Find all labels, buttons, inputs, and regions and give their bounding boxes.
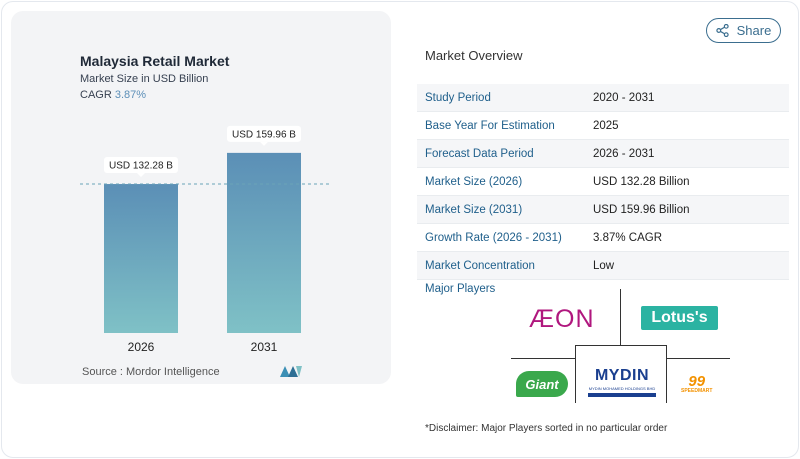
data-label-pointer bbox=[137, 173, 145, 178]
overview-row: Market Concentration Low bbox=[417, 252, 789, 280]
data-label-box bbox=[227, 125, 301, 142]
chart-source: Source : Mordor Intelligence bbox=[82, 366, 220, 378]
cagr-label: CAGR bbox=[80, 89, 112, 101]
overview-row-label: Market Concentration bbox=[425, 259, 535, 272]
overview-row-value: Low bbox=[593, 259, 615, 272]
99-speedmart-logo: 99 SPEEDMART bbox=[681, 373, 713, 394]
overview-row: Study Period 2020 - 2031 bbox=[417, 84, 789, 112]
overview-row: Base Year For Estimation 2025 bbox=[417, 112, 789, 140]
overview-row: Market Size (2026) USD 132.28 Billion bbox=[417, 168, 789, 196]
99-logo-text: 99 bbox=[688, 373, 706, 390]
overview-row-value: 3.87% CAGR bbox=[593, 231, 663, 244]
bar-2026 bbox=[104, 184, 178, 333]
overview-row-value: 2026 - 2031 bbox=[593, 147, 655, 160]
overview-row-value: 2020 - 2031 bbox=[593, 91, 655, 104]
bar-2031 bbox=[227, 152, 301, 333]
players-divider bbox=[575, 345, 576, 403]
mydin-logo-subtext: MYDIN MOHAMED HOLDINGS BHD bbox=[588, 386, 656, 391]
giant-logo-text: Giant bbox=[525, 376, 559, 392]
overview-row-value: USD 132.28 Billion bbox=[593, 175, 690, 188]
share-button[interactable]: Share bbox=[706, 18, 781, 43]
players-divider bbox=[511, 358, 575, 359]
overview-row-label: Market Size (2031) bbox=[425, 203, 523, 216]
aeon-logo: ÆON bbox=[529, 305, 595, 333]
overview-row: Forecast Data Period 2026 - 2031 bbox=[417, 140, 789, 168]
data-label-pointer bbox=[260, 141, 268, 146]
x-tick-label: 2026 bbox=[128, 340, 155, 354]
overview-row-label: Growth Rate (2026 - 2031) bbox=[425, 231, 562, 244]
players-divider bbox=[666, 345, 667, 403]
disclaimer: *Disclaimer: Major Players sorted in no … bbox=[425, 423, 668, 434]
lotus-logo-text: Lotus's bbox=[651, 309, 708, 326]
giant-logo: Giant bbox=[516, 371, 568, 397]
mydin-logo-bar bbox=[588, 393, 656, 397]
x-tick-label: 2031 bbox=[251, 340, 278, 354]
overview-row-label: Study Period bbox=[425, 91, 491, 104]
overview-row-label: Market Size (2026) bbox=[425, 175, 523, 188]
major-players-title: Major Players bbox=[425, 283, 496, 295]
mydin-logo: MYDIN MYDIN MOHAMED HOLDINGS BHD bbox=[586, 367, 658, 397]
99-logo-subtext: SPEEDMART bbox=[681, 388, 713, 394]
overview-title: Market Overview bbox=[425, 48, 523, 63]
data-label: USD 132.28 B bbox=[109, 161, 173, 172]
players-divider bbox=[666, 358, 730, 359]
share-label: Share bbox=[736, 23, 772, 38]
overview-row-label: Base Year For Estimation bbox=[425, 119, 555, 132]
cagr-value: 3.87% bbox=[114, 89, 147, 101]
lotus-logo: Lotus's bbox=[641, 306, 718, 330]
bar-chart: USD 132.28 B 2026 USD 159.96 B 2031 bbox=[80, 125, 330, 354]
chart-subtitle: Market Size in USD Billion bbox=[80, 73, 209, 85]
overview-row-value: USD 159.96 Billion bbox=[593, 203, 690, 216]
players-divider bbox=[620, 289, 621, 345]
players-divider bbox=[575, 345, 667, 346]
overview-table: Study Period 2020 - 2031 Base Year For Est… bbox=[417, 84, 789, 280]
overview-row-label: Forecast Data Period bbox=[425, 147, 534, 160]
chart-card bbox=[11, 11, 391, 384]
share-icon bbox=[715, 24, 729, 37]
chart-cagr: CAGR 3.87% bbox=[80, 89, 146, 101]
chart-title: Malaysia Retail Market bbox=[80, 53, 230, 69]
overview-row-value: 2025 bbox=[593, 119, 619, 132]
overview-row: Market Size (2031) USD 159.96 Billion bbox=[417, 196, 789, 224]
data-label: USD 159.96 B bbox=[232, 129, 296, 140]
mydin-logo-text: MYDIN bbox=[594, 367, 650, 384]
data-label-box bbox=[104, 157, 178, 174]
mordor-intelligence-logo-icon bbox=[280, 366, 302, 377]
overview-row: Growth Rate (2026 - 2031) 3.87% CAGR bbox=[417, 224, 789, 252]
